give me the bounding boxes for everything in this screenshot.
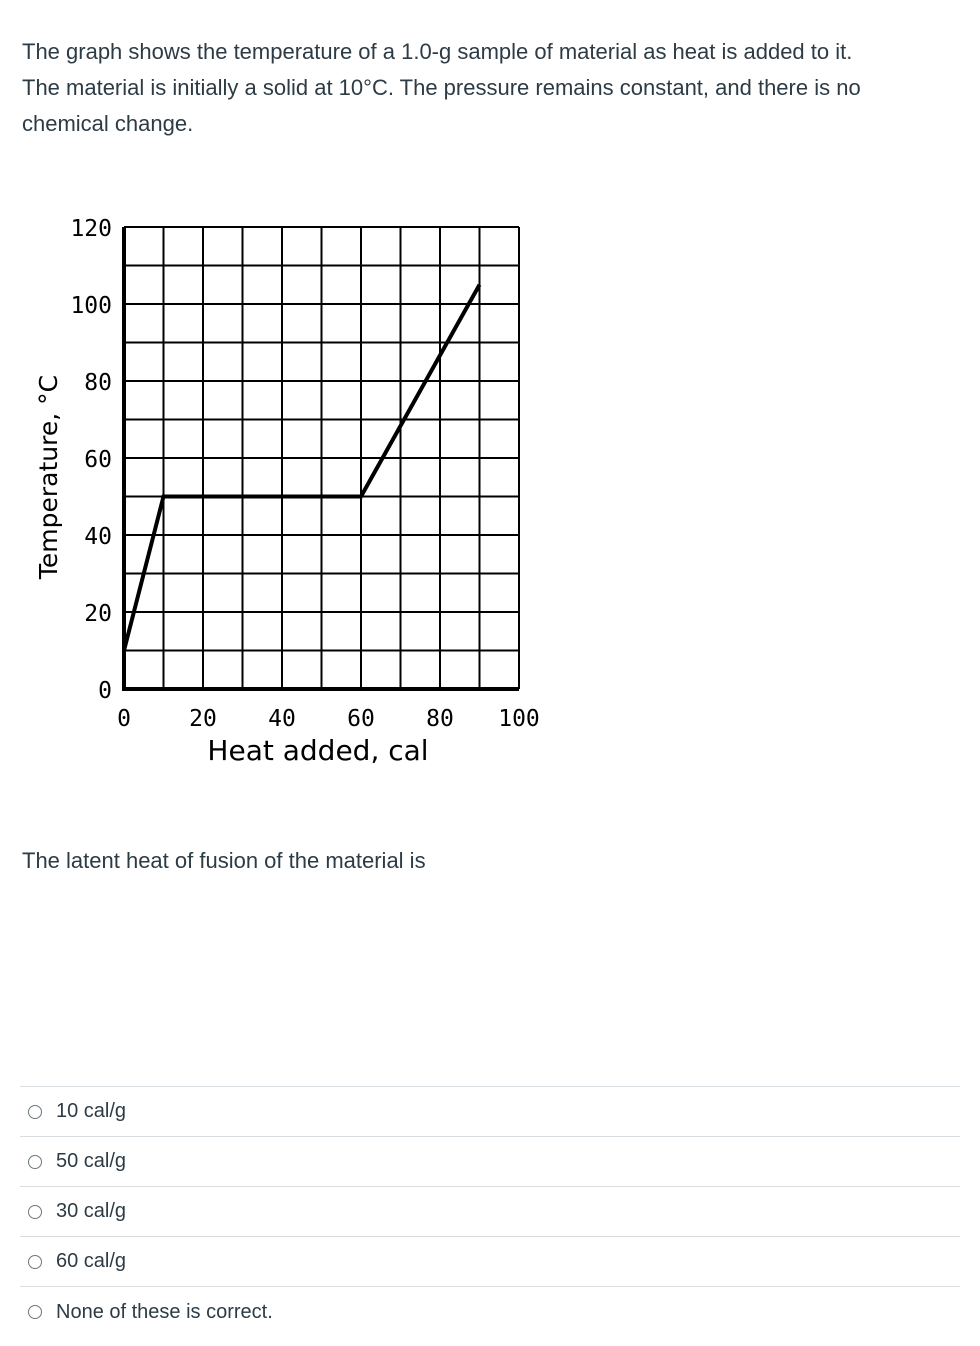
x-tick-label: 20 bbox=[189, 706, 217, 732]
data-point bbox=[479, 284, 480, 286]
data-point bbox=[360, 496, 362, 497]
y-tick-label: 0 bbox=[98, 678, 112, 704]
series-line bbox=[122, 283, 482, 651]
x-axis-label: Heat added, cal bbox=[207, 734, 428, 767]
temperature-heat-chart: 0 20 40 60 80 100 0 20 40 60 80 100 120 Heat added, … bbox=[0, 200, 560, 780]
y-tick-label: 60 bbox=[84, 447, 112, 473]
chart-ticks: 0 20 40 60 80 100 0 20 40 60 80 100 120 bbox=[70, 216, 539, 732]
answer-option[interactable]: 60 cal/g bbox=[20, 1237, 960, 1287]
question-line: chemical change. bbox=[22, 111, 194, 136]
answer-option[interactable]: 50 cal/g bbox=[20, 1137, 960, 1187]
y-tick-label: 40 bbox=[84, 524, 112, 550]
answer-label: None of these is correct. bbox=[56, 1300, 273, 1323]
y-tick-label: 100 bbox=[70, 293, 112, 319]
y-axis-label: Temperature, °C bbox=[34, 375, 63, 580]
x-tick-label: 60 bbox=[347, 706, 375, 732]
y-tick-label: 20 bbox=[84, 601, 112, 627]
radio-icon[interactable] bbox=[28, 1104, 42, 1119]
answer-label: 50 cal/g bbox=[56, 1150, 127, 1172]
chart-svg: 0 20 40 60 80 100 0 20 40 60 80 100 120 Heat added, … bbox=[34, 216, 540, 767]
radio-icon[interactable] bbox=[28, 1254, 42, 1269]
radio-icon[interactable] bbox=[28, 1154, 42, 1169]
radio-icon[interactable] bbox=[28, 1305, 42, 1319]
answer-option[interactable]: 30 cal/g bbox=[20, 1187, 960, 1237]
answer-option[interactable]: None of these is correct. bbox=[20, 1287, 960, 1337]
chart-grid bbox=[124, 226, 520, 689]
question-line: The material is initially a solid at 10°… bbox=[22, 75, 861, 100]
answer-label: 10 cal/g bbox=[56, 1100, 127, 1122]
x-tick-label: 80 bbox=[426, 706, 454, 732]
answer-label: 60 cal/g bbox=[56, 1250, 127, 1272]
y-tick-label: 80 bbox=[84, 370, 112, 396]
x-tick-label: 0 bbox=[117, 706, 131, 732]
chart-axes bbox=[122, 227, 519, 691]
y-tick-label: 120 bbox=[70, 216, 112, 242]
answer-option[interactable]: 10 cal/g bbox=[20, 1087, 960, 1137]
question-text: The graph shows the temperature of a 1.0… bbox=[22, 34, 952, 142]
data-point bbox=[163, 496, 164, 497]
data-point bbox=[123, 650, 125, 651]
answer-list: 10 cal/g 50 cal/g 30 cal/g 60 cal/g None… bbox=[20, 1086, 960, 1337]
chart-series bbox=[122, 283, 482, 651]
x-tick-label: 100 bbox=[498, 706, 540, 732]
x-tick-label: 40 bbox=[268, 706, 296, 732]
answer-label: 30 cal/g bbox=[56, 1200, 127, 1222]
question-prompt: The latent heat of fusion of the materia… bbox=[22, 848, 426, 873]
radio-icon[interactable] bbox=[28, 1204, 42, 1219]
question-line: The graph shows the temperature of a 1.0… bbox=[22, 39, 853, 64]
